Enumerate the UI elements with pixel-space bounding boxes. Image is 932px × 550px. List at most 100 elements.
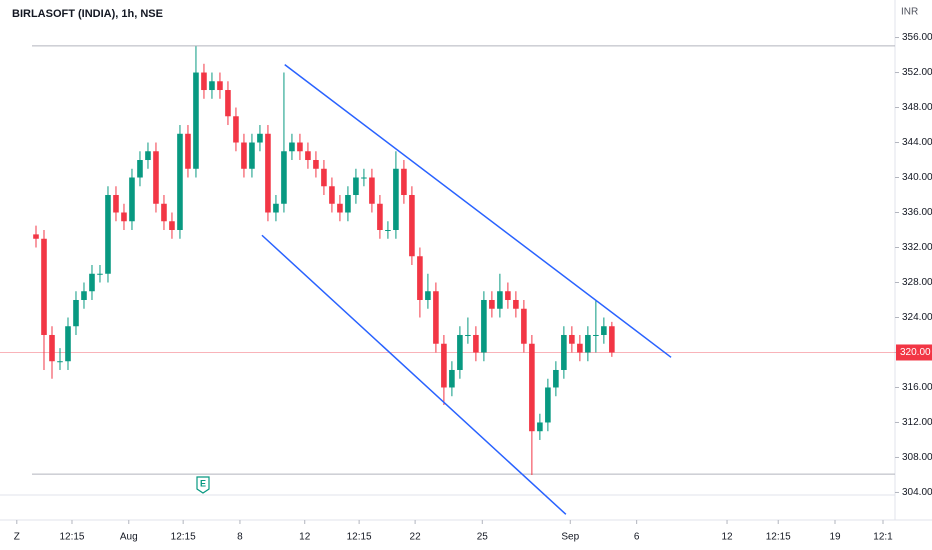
candle-body — [201, 72, 207, 91]
candle-body — [593, 334, 599, 336]
candle-body — [609, 326, 615, 353]
candle-body — [337, 203, 343, 213]
candle-body — [361, 177, 367, 179]
candle-body — [297, 142, 303, 152]
candle-body — [121, 212, 127, 222]
candle-body — [497, 291, 503, 309]
candle-body — [153, 151, 159, 204]
candle-body — [441, 343, 447, 388]
x-tick-label: 8 — [237, 532, 243, 543]
candle-body — [433, 291, 439, 344]
y-tick-label: 324.00 — [902, 312, 932, 323]
candle-body — [129, 177, 135, 222]
candle-body — [105, 195, 111, 274]
candle-body — [449, 369, 455, 388]
y-tick-label: 308.00 — [902, 452, 932, 463]
y-tick-label: 348.00 — [902, 102, 932, 113]
x-tick-label: 12:15 — [766, 532, 791, 543]
candle-body — [377, 203, 383, 231]
candle-body — [33, 234, 39, 239]
candle-body — [553, 369, 559, 388]
y-tick-label: 312.00 — [902, 417, 932, 428]
x-tick-label: 12 — [299, 532, 311, 543]
candle-body — [289, 142, 295, 152]
candle-body — [113, 195, 119, 213]
x-tick-label: 12:15 — [347, 532, 372, 543]
candle-body — [545, 387, 551, 423]
candle-body — [73, 299, 79, 327]
candle-body — [57, 361, 63, 363]
candle-body — [577, 343, 583, 353]
candle-body — [97, 273, 103, 275]
candle-body — [137, 160, 143, 178]
event-icon — [196, 476, 210, 494]
candle-body — [521, 308, 527, 344]
y-tick-label: 316.00 — [902, 382, 932, 393]
y-tick-label: 356.00 — [902, 32, 932, 43]
candle-body — [393, 168, 399, 231]
candle-body — [225, 90, 231, 117]
candle-body — [353, 177, 359, 196]
candle-body — [417, 256, 423, 300]
x-tick-label: 22 — [410, 532, 422, 543]
candle-body — [401, 168, 407, 196]
last-price-box — [896, 344, 932, 361]
candle-body — [41, 238, 47, 335]
candle-body — [321, 168, 327, 187]
candle-body — [193, 72, 199, 169]
candle-body — [465, 334, 471, 336]
candle-body — [329, 186, 335, 204]
trend-line — [284, 64, 672, 358]
candle-body — [281, 151, 287, 204]
candle-body — [505, 291, 511, 300]
candle-body — [569, 334, 575, 344]
x-tick-label: Z — [14, 532, 20, 543]
candle-body — [561, 334, 567, 370]
candle-body — [513, 299, 519, 309]
last-price-label: 320.00 — [900, 347, 931, 358]
candle-body — [241, 142, 247, 169]
candle-body — [89, 273, 95, 292]
candle-body — [305, 151, 311, 161]
x-tick-label: 12:15 — [171, 532, 196, 543]
chart-title: BIRLASOFT (INDIA), 1h, NSE — [12, 8, 163, 20]
candle-body — [473, 334, 479, 353]
candle-body — [345, 195, 351, 213]
x-tick-label: 25 — [477, 532, 489, 543]
y-tick-label: 352.00 — [902, 67, 932, 78]
y-tick-label: 304.00 — [902, 487, 932, 498]
candle-body — [601, 326, 607, 335]
x-tick-label: 12:15 — [59, 532, 84, 543]
y-tick-label: 328.00 — [902, 277, 932, 288]
x-tick-label: 12 — [721, 532, 733, 543]
candle-body — [313, 160, 319, 169]
candle-body — [585, 334, 591, 353]
candle-body — [177, 133, 183, 231]
candle-body — [161, 203, 167, 222]
candle-body — [457, 334, 463, 370]
x-tick-label: 12:1 — [873, 532, 893, 543]
candle-body — [65, 326, 71, 362]
candle-body — [81, 291, 87, 300]
candle-body — [537, 422, 543, 432]
candle-body — [425, 291, 431, 300]
candle-body — [49, 334, 55, 362]
y-tick-label: 332.00 — [902, 242, 932, 253]
candle-body — [257, 133, 263, 143]
candle-body — [217, 81, 223, 91]
candle-body — [489, 299, 495, 309]
candle-body — [385, 230, 391, 232]
candle-body — [409, 195, 415, 257]
x-tick-label: 19 — [829, 532, 841, 543]
candle-body — [185, 133, 191, 169]
candle-body — [265, 133, 271, 213]
currency-label: INR — [901, 7, 918, 18]
y-tick-label: 344.00 — [902, 137, 932, 148]
x-tick-label: Sep — [561, 532, 579, 543]
candle-body — [481, 299, 487, 353]
candle-body — [169, 221, 175, 231]
x-tick-label: Aug — [120, 532, 138, 543]
trend-line — [261, 234, 567, 515]
